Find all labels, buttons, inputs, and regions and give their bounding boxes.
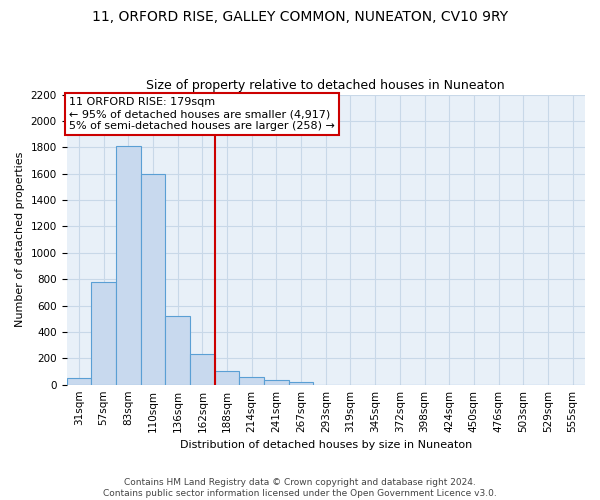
- X-axis label: Distribution of detached houses by size in Nuneaton: Distribution of detached houses by size …: [179, 440, 472, 450]
- Text: 11, ORFORD RISE, GALLEY COMMON, NUNEATON, CV10 9RY: 11, ORFORD RISE, GALLEY COMMON, NUNEATON…: [92, 10, 508, 24]
- Bar: [67, 378, 91, 384]
- Bar: [215, 371, 239, 384]
- Bar: [165, 316, 190, 384]
- Bar: [264, 380, 289, 384]
- Y-axis label: Number of detached properties: Number of detached properties: [15, 152, 25, 328]
- Bar: [239, 378, 264, 384]
- Text: 11 ORFORD RISE: 179sqm
← 95% of detached houses are smaller (4,917)
5% of semi-d: 11 ORFORD RISE: 179sqm ← 95% of detached…: [69, 98, 335, 130]
- Bar: [289, 382, 313, 384]
- Text: Contains HM Land Registry data © Crown copyright and database right 2024.
Contai: Contains HM Land Registry data © Crown c…: [103, 478, 497, 498]
- Bar: [190, 354, 215, 384]
- Bar: [140, 174, 165, 384]
- Bar: [116, 146, 140, 384]
- Bar: [91, 282, 116, 384]
- Title: Size of property relative to detached houses in Nuneaton: Size of property relative to detached ho…: [146, 79, 505, 92]
